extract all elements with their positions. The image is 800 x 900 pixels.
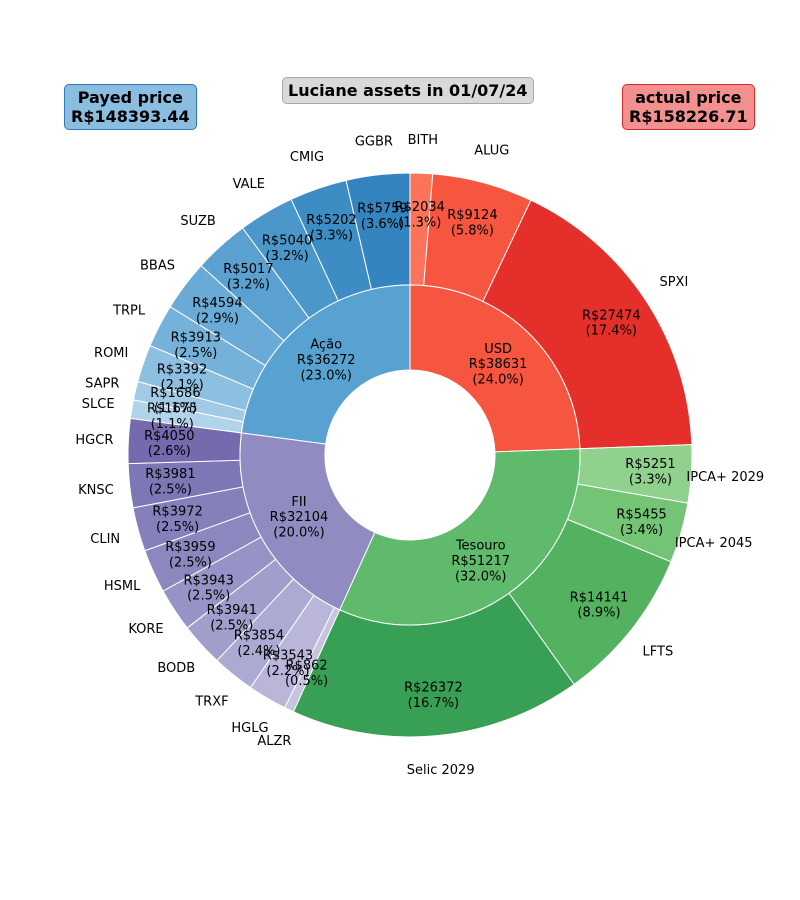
- outer-name-hglg: HGLG: [231, 721, 268, 736]
- actual-price-label: actual price: [635, 88, 742, 107]
- outer-value-bith: R$2034 (1.3%): [395, 200, 445, 230]
- outer-value-ggbr: R$5759 (3.6%): [357, 202, 407, 232]
- payed-price-box: Payed price R$148393.44: [64, 84, 197, 130]
- outer-name-ipca-2045: IPCA+ 2045: [675, 536, 753, 551]
- outer-value-bodb: R$3941 (2.5%): [207, 603, 257, 633]
- outer-value-clin: R$3972 (2.5%): [152, 505, 202, 535]
- inner-label-tesouro: Tesouro R$51217 (32.0%): [451, 539, 510, 585]
- outer-value-slce: R$1675 (1.1%): [147, 402, 197, 432]
- outer-name-hgcr: HGCR: [75, 433, 113, 448]
- inner-label-fii: FII R$32104 (20.0%): [270, 495, 329, 541]
- chart-title: Luciane assets in 01/07/24: [282, 77, 534, 104]
- outer-name-trxf: TRXF: [194, 695, 228, 710]
- outer-name-lfts: LFTS: [643, 645, 674, 660]
- inner-ring: [239, 284, 581, 626]
- actual-price-box: actual price R$158226.71: [622, 84, 755, 130]
- outer-value-trxf: R$3854 (2.4%): [234, 629, 284, 659]
- inner-wedge-usd: [409, 284, 581, 453]
- outer-name-ipca-2029: IPCA+ 2029: [686, 470, 764, 485]
- outer-name-bodb: BODB: [157, 661, 195, 676]
- outer-name-sapr: SAPR: [85, 376, 119, 391]
- outer-value-ipca-2029: R$5251 (3.3%): [625, 457, 675, 487]
- outer-value-bbas: R$4594 (2.9%): [192, 296, 242, 326]
- outer-name-selic-2029: Selic 2029: [407, 763, 475, 778]
- inner-wedge-tesouro: [339, 448, 581, 626]
- outer-name-vale: VALE: [233, 177, 265, 192]
- outer-name-bbas: BBAS: [140, 259, 175, 274]
- outer-name-kore: KORE: [128, 622, 163, 637]
- outer-name-hsml: HSML: [104, 579, 141, 594]
- outer-value-alzr: R$862 (0.5%): [285, 659, 328, 689]
- outer-name-ggbr: GGBR: [355, 135, 393, 150]
- inner-label-a-o: Ação R$36272 (23.0%): [297, 338, 356, 384]
- outer-name-bith: BITH: [408, 133, 438, 148]
- outer-name-clin: CLIN: [90, 532, 120, 547]
- chart-labels: BITH R$2034 (1.3%) ALUG R$9124 (5.8%) SPXI R$27…: [75, 133, 764, 778]
- inner-wedge-fii: [239, 432, 376, 611]
- outer-value-lfts: R$14141 (8.9%): [570, 590, 629, 620]
- outer-name-romi: ROMI: [94, 346, 128, 361]
- outer-value-hsml: R$3959 (2.5%): [165, 540, 215, 570]
- outer-value-cmig: R$5202 (3.3%): [306, 213, 356, 243]
- outer-value-hglg: R$3543 (2.2%): [263, 649, 313, 679]
- inner-label-usd: USD R$38631 (24.0%): [469, 342, 528, 388]
- outer-value-selic-2029: R$26372 (16.7%): [404, 681, 463, 711]
- outer-value-sapr: R$1686 (1.1%): [150, 386, 200, 416]
- inner-wedge-a-o: [240, 284, 411, 445]
- outer-name-cmig: CMIG: [290, 150, 324, 165]
- outer-value-trpl: R$3913 (2.5%): [171, 330, 221, 360]
- outer-name-spxi: SPXI: [659, 275, 688, 290]
- outer-value-ipca-2045: R$5455 (3.4%): [616, 508, 666, 538]
- outer-name-slce: SLCE: [82, 397, 115, 412]
- outer-ring: [127, 172, 693, 738]
- outer-value-spxi: R$27474 (17.4%): [582, 308, 641, 338]
- outer-value-alug: R$9124 (5.8%): [447, 208, 497, 238]
- outer-value-romi: R$3392 (2.1%): [157, 363, 207, 393]
- outer-name-alug: ALUG: [474, 143, 509, 158]
- payed-price-value: R$148393.44: [71, 107, 190, 126]
- actual-price-value: R$158226.71: [629, 107, 748, 126]
- outer-name-alzr: ALZR: [257, 734, 291, 749]
- payed-price-label: Payed price: [77, 88, 183, 107]
- outer-name-knsc: KNSC: [78, 483, 114, 498]
- outer-value-knsc: R$3981 (2.5%): [145, 467, 195, 497]
- outer-name-trpl: TRPL: [112, 304, 146, 319]
- outer-value-vale: R$5040 (3.2%): [262, 234, 312, 264]
- outer-name-suzb: SUZB: [180, 214, 215, 229]
- outer-value-hgcr: R$4050 (2.6%): [144, 429, 194, 459]
- outer-value-kore: R$3943 (2.5%): [184, 573, 234, 603]
- outer-value-suzb: R$5017 (3.2%): [223, 262, 273, 292]
